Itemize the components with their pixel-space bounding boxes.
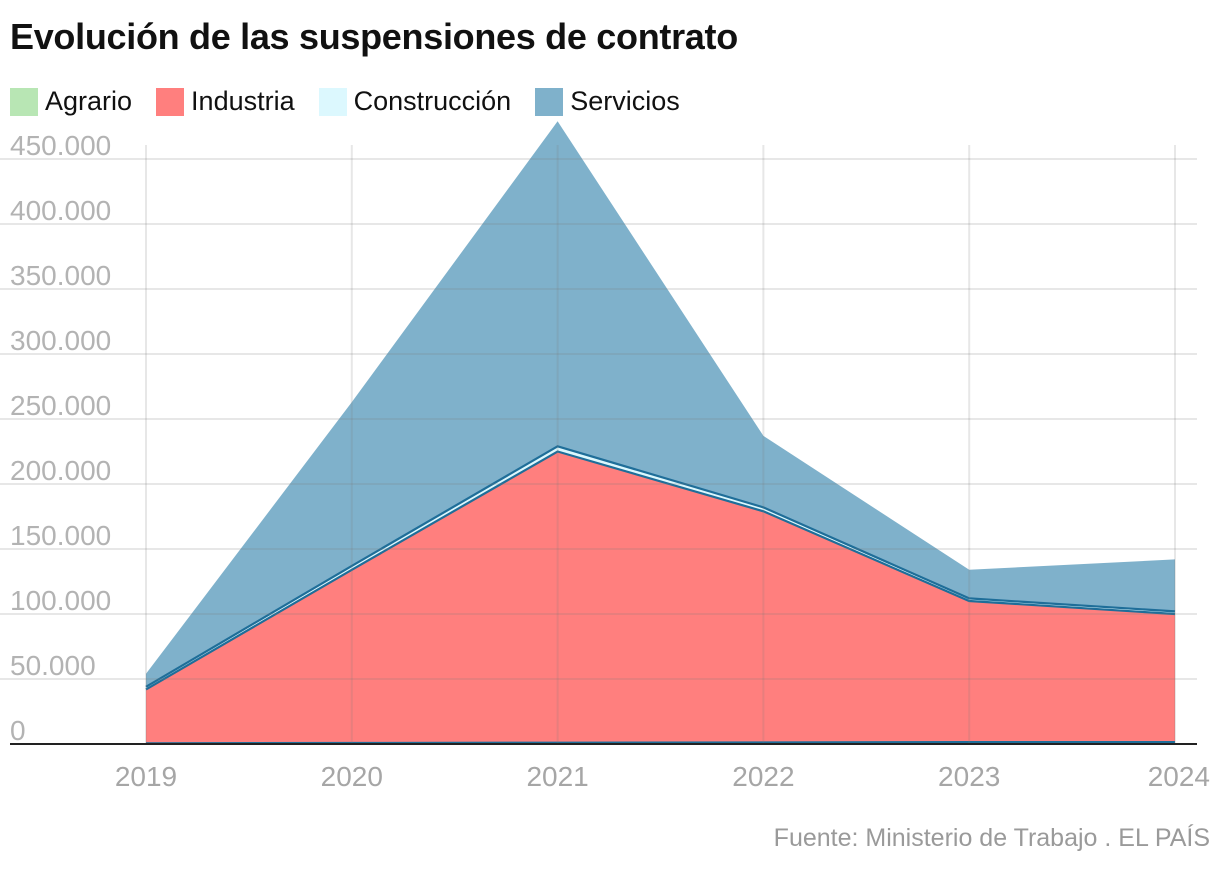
legend-swatch (318, 87, 347, 116)
y-tick-label: 100.000 (10, 585, 111, 616)
legend-item: Agrario (10, 86, 132, 117)
legend-item: Servicios (535, 86, 680, 117)
y-tick-label: 50.000 (10, 650, 96, 681)
edge-construccin (145, 445, 1176, 688)
y-tick-label: 150.000 (10, 520, 111, 551)
legend-item: Industria (156, 86, 295, 117)
y-tick-label: 350.000 (10, 260, 111, 291)
source-note: Fuente: Ministerio de Trabajo . EL PAÍS (773, 824, 1210, 852)
area-industria (146, 451, 1175, 744)
x-tick-label: 2022 (732, 761, 794, 792)
x-tick-label: 2019 (115, 761, 177, 792)
legend-label: Construcción (353, 86, 512, 116)
x-tick-label: 2021 (526, 761, 588, 792)
legend-label: Agrario (45, 86, 133, 116)
edge-industria (145, 450, 1176, 691)
area-construccin (146, 446, 1175, 690)
legend-swatch (10, 87, 38, 116)
legend-item: Construcción (318, 86, 512, 117)
y-tick-label: 300.000 (10, 325, 111, 356)
y-tick-label: 400.000 (10, 195, 111, 226)
legend-label: Servicios (570, 86, 680, 116)
area-chart: 0 50.000 100.000 150.000 200.000 250.000 300.0… (0, 121, 1210, 792)
y-tick-label: 0 (10, 715, 26, 746)
chart-title: Evolución de las suspensiones de contrat… (10, 16, 738, 57)
y-tick-label: 200.000 (10, 455, 111, 486)
legend-swatch (535, 87, 564, 116)
legend-label: Industria (191, 86, 295, 116)
y-tick-label: 450.000 (10, 130, 111, 161)
x-tick-label: 2023 (938, 761, 1000, 792)
gridlines (0, 145, 1197, 744)
area-servicios (146, 121, 1175, 687)
area-layers (146, 121, 1175, 744)
x-tick-label: 2024 (1148, 761, 1210, 792)
chart-legend: Agrario Industria Construcción Servicios (10, 86, 704, 117)
y-tick-label: 250.000 (10, 390, 111, 421)
x-tick-label: 2020 (321, 761, 383, 792)
legend-swatch (156, 87, 185, 116)
